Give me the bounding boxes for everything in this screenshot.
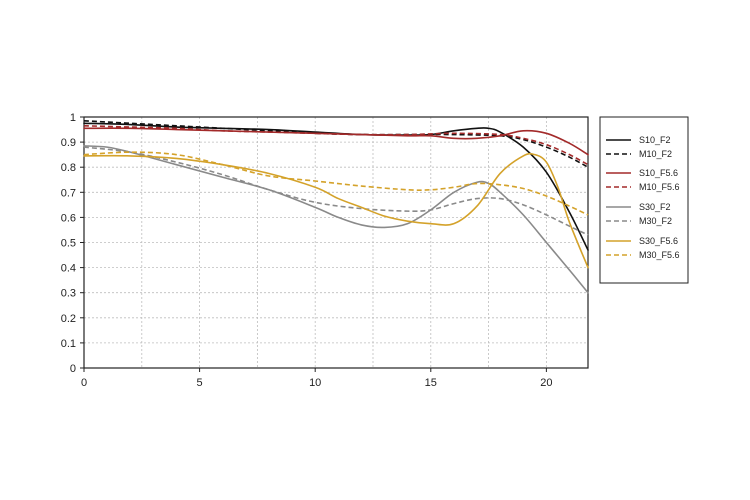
- x-tick-label: 0: [81, 377, 87, 389]
- legend-label: S10_F5.6: [639, 168, 678, 178]
- series-line-m30-f5-6: [83, 151, 589, 216]
- x-tick-label: 10: [309, 377, 321, 389]
- y-tick-label: 0.4: [61, 263, 76, 275]
- y-tick-label: 0.9: [61, 137, 76, 149]
- y-tick-label: 0.3: [61, 288, 76, 300]
- y-tick-label: 0.1: [61, 338, 76, 350]
- y-tick-label: 1: [70, 112, 76, 124]
- x-tick-label: 15: [425, 377, 437, 389]
- grid: [84, 117, 588, 368]
- legend-label: M30_F5.6: [639, 250, 680, 260]
- series-line-s10-f5-6: [83, 127, 589, 156]
- series-line-m30-f2: [83, 146, 589, 236]
- y-tick-label: 0.8: [61, 162, 76, 174]
- y-tick-label: 0.5: [61, 238, 76, 250]
- legend-label: M10_F2: [639, 149, 672, 159]
- x-tick-label: 5: [197, 377, 203, 389]
- y-tick-label: 0.2: [61, 313, 76, 325]
- x-tick-label: 20: [540, 377, 552, 389]
- series-line-s30-f2: [83, 145, 589, 294]
- y-tick-label: 0.6: [61, 212, 76, 224]
- legend: S10_F2 M10_F2 S10_F5.6 M10_F5.6 S30_F2 M30_F2…: [599, 116, 689, 284]
- tick-labels: 0 5 10 15 20 0 0.1 0.2 0.3 0.4 0.5 0.6 0.7 0.8 0.9 1: [61, 112, 553, 389]
- legend-label: S30_F5.6: [639, 236, 678, 246]
- legend-label: S30_F2: [639, 202, 671, 212]
- legend-label: S10_F2: [639, 135, 671, 145]
- series-line-s30-f5-6: [83, 152, 589, 269]
- y-tick-label: 0: [70, 363, 76, 375]
- axes: [80, 116, 589, 372]
- series-lines: [83, 119, 589, 294]
- legend-label: M10_F5.6: [639, 182, 680, 192]
- legend-label: M30_F2: [639, 216, 672, 226]
- series-line-m10-f5-6: [83, 124, 589, 166]
- y-tick-label: 0.7: [61, 187, 76, 199]
